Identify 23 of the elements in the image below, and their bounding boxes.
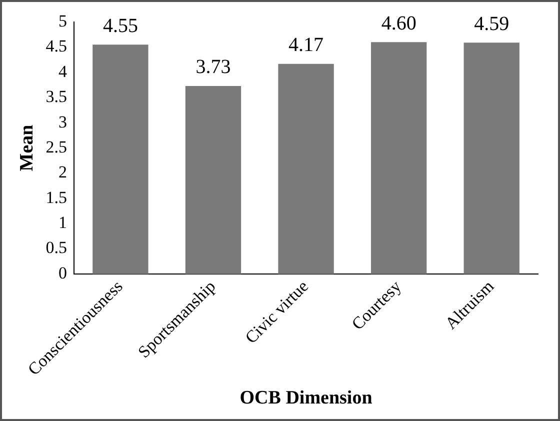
- y-tick-label: 2.5: [46, 137, 68, 156]
- bar: [185, 86, 242, 274]
- bar: [464, 42, 520, 274]
- y-tick-label: 0: [58, 263, 68, 282]
- data-label: 4.59: [474, 12, 510, 35]
- bar: [370, 42, 427, 274]
- bar: [92, 44, 148, 274]
- y-tick-label: 1.5: [46, 188, 68, 207]
- y-tick-label: 0.5: [46, 238, 68, 258]
- y-tick-label: 1: [58, 213, 68, 232]
- y-tick-label: 5: [58, 11, 68, 30]
- y-tick-label: 2: [58, 162, 68, 182]
- x-axis-title: OCB Dimension: [240, 388, 373, 409]
- y-axis-title: Mean: [16, 124, 38, 172]
- bar: [278, 64, 334, 274]
- y-tick-label: 4: [58, 62, 68, 81]
- y-tick-label: 4.5: [46, 36, 68, 56]
- y-tick-label: 3: [58, 112, 68, 132]
- data-label: 4.60: [381, 12, 416, 34]
- y-tick-label: 3.5: [46, 87, 68, 106]
- data-label: 4.55: [102, 14, 138, 37]
- data-label: 4.17: [288, 34, 324, 56]
- data-label: 3.73: [196, 56, 231, 78]
